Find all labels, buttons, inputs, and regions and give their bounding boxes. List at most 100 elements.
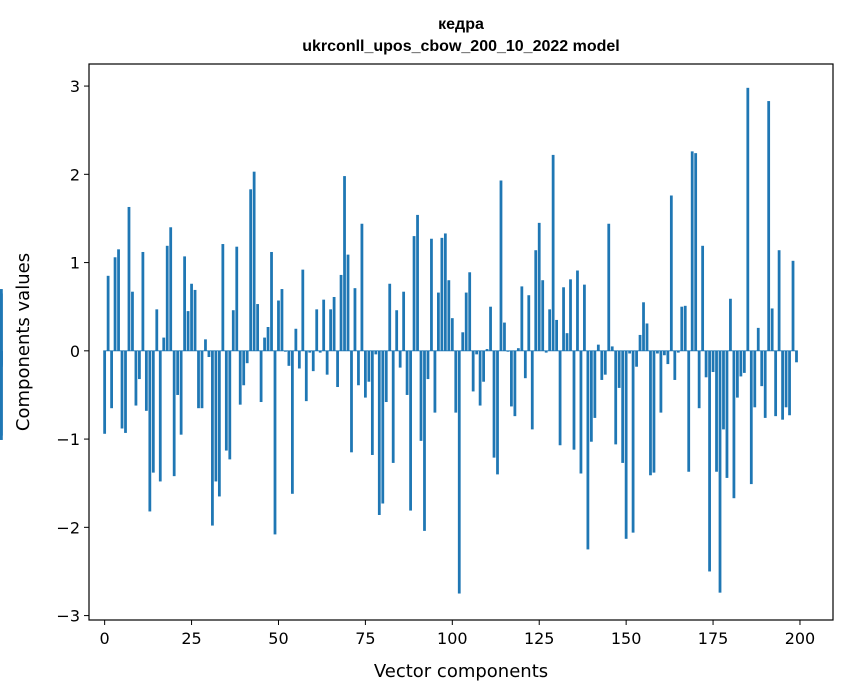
- bar: [753, 350, 757, 408]
- bar: [113, 257, 117, 351]
- bar: [510, 350, 513, 407]
- bar: [332, 296, 336, 351]
- bar: [186, 311, 190, 351]
- bar: [770, 308, 774, 351]
- bar: [259, 350, 263, 403]
- x-tick-label: 75: [355, 629, 375, 648]
- bar: [110, 350, 113, 409]
- bar: [544, 350, 548, 353]
- bar: [440, 237, 444, 351]
- bar: [777, 250, 781, 351]
- bar: [193, 289, 197, 351]
- bar: [725, 350, 729, 478]
- bar: [527, 295, 531, 351]
- bar: [430, 238, 433, 351]
- bar: [311, 350, 315, 372]
- bar: [263, 337, 266, 351]
- bar: [339, 274, 343, 351]
- bar: [607, 223, 611, 351]
- bar: [718, 350, 722, 593]
- bar: [343, 176, 346, 351]
- bar: [346, 254, 350, 351]
- bar: [596, 344, 600, 351]
- bar: [325, 350, 329, 375]
- bar: [711, 350, 715, 373]
- bar: [172, 350, 176, 477]
- bar: [169, 227, 173, 351]
- bar: [117, 249, 120, 351]
- bar: [252, 171, 256, 351]
- bar: [270, 251, 273, 351]
- bar: [437, 292, 440, 351]
- bar: [589, 350, 593, 442]
- bar: [478, 350, 482, 406]
- bar: [402, 291, 406, 351]
- bar: [350, 350, 353, 453]
- bar: [277, 300, 280, 351]
- bar: [767, 101, 771, 351]
- bar: [722, 350, 725, 430]
- bar: [336, 350, 339, 388]
- bar: [656, 350, 659, 354]
- x-tick-label: 50: [268, 629, 288, 648]
- bar: [739, 350, 743, 377]
- bar: [426, 350, 430, 380]
- bar: [697, 350, 701, 409]
- bar: [642, 302, 645, 351]
- bar: [322, 299, 326, 351]
- bar: [242, 350, 246, 386]
- x-tick-label: 200: [785, 629, 816, 648]
- bar: [395, 310, 399, 351]
- bar: [249, 189, 253, 351]
- bar: [569, 279, 572, 351]
- bar: [165, 245, 169, 351]
- bar: [367, 350, 371, 382]
- bar: [204, 339, 207, 351]
- bar: [523, 350, 527, 379]
- bar: [211, 350, 214, 526]
- bar: [141, 251, 145, 351]
- bar: [763, 350, 767, 418]
- bar: [624, 350, 628, 539]
- x-axis-label: Vector components: [374, 661, 548, 682]
- bar: [228, 350, 232, 460]
- bar: [788, 350, 791, 416]
- bar: [673, 350, 677, 380]
- x-tick-label: 175: [698, 629, 729, 648]
- bar: [318, 350, 322, 353]
- bar: [398, 350, 402, 368]
- bar: [506, 350, 510, 352]
- bar: [610, 346, 614, 351]
- bar: [635, 350, 638, 367]
- y-tick-label: 1: [70, 254, 80, 273]
- bar: [795, 350, 798, 363]
- bar: [405, 350, 409, 395]
- bar: [729, 298, 732, 351]
- bar: [256, 304, 260, 351]
- bar: [162, 337, 166, 351]
- bar: [245, 350, 249, 364]
- chart-subtitle: ukrconll_upos_cbow_200_10_2022 model: [302, 38, 619, 55]
- bar: [638, 334, 642, 351]
- bar: [715, 350, 718, 472]
- bar: [454, 350, 458, 413]
- bar: [461, 332, 465, 351]
- bar: [217, 350, 221, 497]
- bar: [565, 333, 569, 351]
- bar: [690, 151, 694, 351]
- y-tick-label: 0: [70, 342, 80, 361]
- bar: [290, 350, 294, 494]
- x-tick-label: 150: [611, 629, 642, 648]
- bar: [280, 289, 284, 351]
- x-tick-label: 25: [181, 629, 201, 648]
- x-axis: 0 25 50 75 100 125 150 175 200: [100, 620, 816, 648]
- bar: [708, 350, 711, 572]
- bar: [489, 306, 492, 351]
- bar: [106, 275, 110, 351]
- bar: [370, 350, 374, 455]
- bar: [649, 350, 652, 476]
- bar: [138, 350, 141, 380]
- bar: [516, 348, 520, 351]
